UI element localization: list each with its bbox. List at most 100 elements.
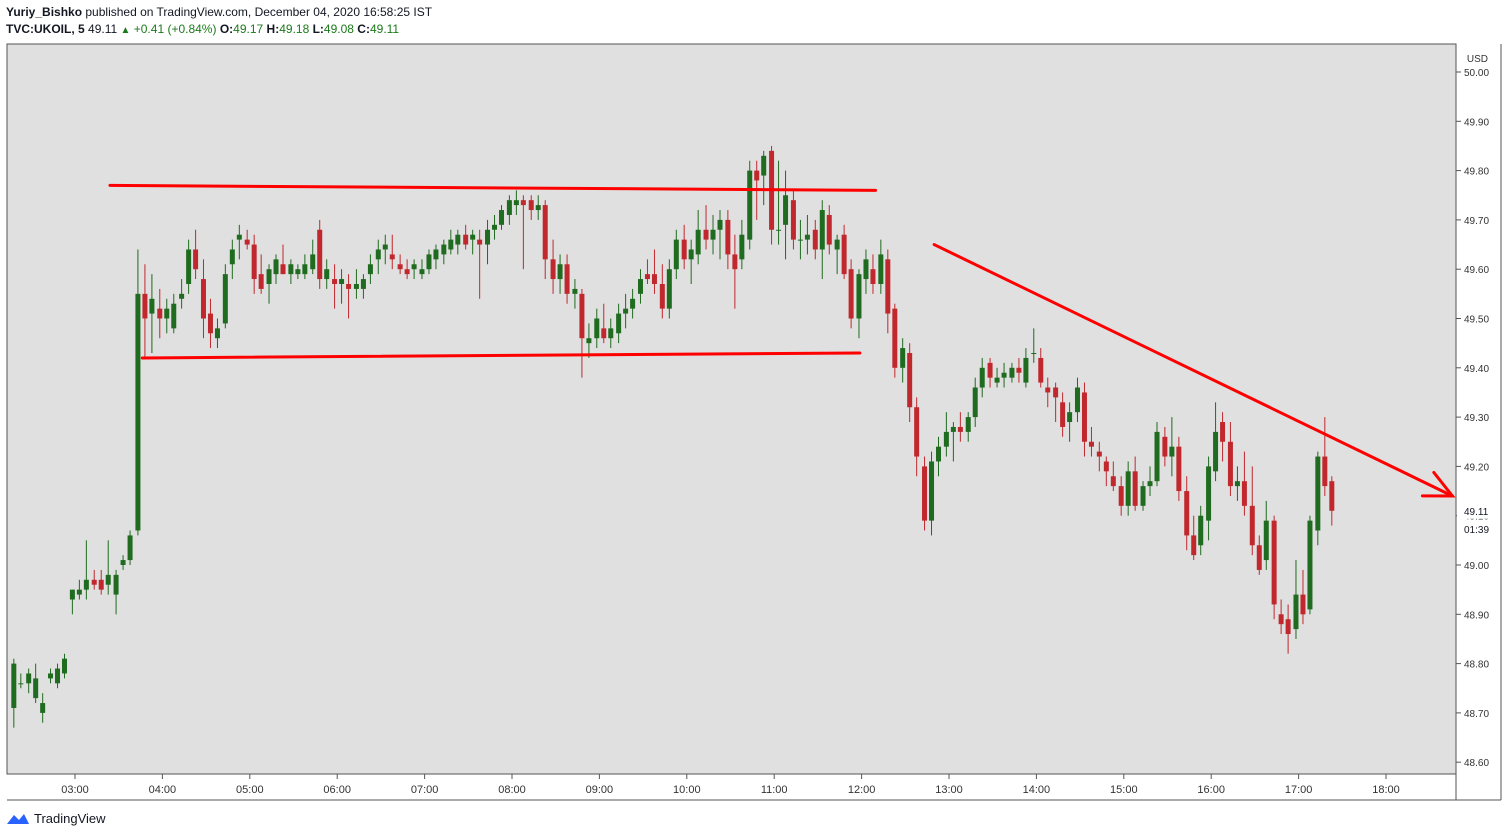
candle-down[interactable] [1256, 535, 1262, 575]
plot-area[interactable] [6, 43, 1457, 775]
candle-up[interactable] [113, 569, 119, 615]
candle-up[interactable] [623, 293, 629, 329]
candle-up[interactable] [747, 160, 753, 250]
candle-up[interactable] [900, 338, 906, 383]
candle-down[interactable] [914, 397, 920, 477]
candle-up[interactable] [1031, 328, 1037, 363]
candle-up[interactable] [1263, 500, 1269, 570]
candle-up[interactable] [1213, 402, 1219, 482]
candle-down[interactable] [520, 195, 526, 270]
candle-up[interactable] [55, 663, 61, 689]
candle-down[interactable] [1329, 476, 1335, 526]
candle-down[interactable] [1285, 604, 1291, 654]
candle-up[interactable] [1074, 377, 1080, 423]
candle-up[interactable] [83, 540, 89, 600]
candle-up[interactable] [433, 244, 439, 270]
candle-up[interactable] [856, 269, 862, 339]
candle-up[interactable] [149, 274, 155, 354]
candle-down[interactable] [1191, 515, 1197, 561]
candle-up[interactable] [586, 323, 592, 358]
candle-up[interactable] [382, 234, 388, 265]
candle-down[interactable] [725, 210, 731, 270]
candle-up[interactable] [339, 269, 345, 304]
tradingview-logo[interactable]: TradingView [6, 811, 106, 826]
candle-down[interactable] [280, 244, 286, 275]
candle-up[interactable] [360, 274, 366, 299]
candle-down[interactable] [1176, 436, 1182, 501]
candle-down[interactable] [1249, 466, 1255, 556]
candle-up[interactable] [513, 190, 519, 215]
candle-up[interactable] [506, 195, 512, 225]
candle-up[interactable] [1067, 402, 1073, 442]
candle-down[interactable] [98, 569, 104, 595]
candle-down[interactable] [1103, 456, 1109, 487]
candle-up[interactable] [1147, 466, 1153, 496]
candle-down[interactable] [207, 298, 213, 349]
candle-up[interactable] [426, 249, 432, 275]
candle-down[interactable] [258, 254, 264, 294]
candle-down[interactable] [1322, 417, 1328, 496]
candle-up[interactable] [557, 254, 563, 294]
candle-down[interactable] [404, 259, 410, 280]
candle-up[interactable] [310, 239, 316, 275]
candle-down[interactable] [812, 219, 818, 260]
candle-down[interactable] [1271, 515, 1277, 620]
candle-up[interactable] [302, 254, 308, 280]
candle-down[interactable] [907, 343, 913, 423]
candle-down[interactable] [826, 205, 832, 255]
candle-down[interactable] [1227, 422, 1233, 496]
candle-up[interactable] [972, 377, 978, 427]
candle-down[interactable] [397, 254, 403, 275]
candle-down[interactable] [1241, 451, 1247, 516]
candle-down[interactable] [200, 259, 206, 339]
candle-down[interactable] [389, 234, 395, 270]
candle-up[interactable] [572, 279, 578, 309]
candle-up[interactable] [367, 254, 373, 284]
candle-down[interactable] [1038, 348, 1044, 388]
candle-up[interactable] [1023, 348, 1029, 388]
candle-down[interactable] [848, 259, 854, 329]
candle-up[interactable] [637, 269, 643, 304]
candle-up[interactable] [33, 663, 39, 704]
candle-up[interactable] [535, 195, 541, 220]
candle-up[interactable] [40, 693, 46, 723]
candle-down[interactable] [651, 249, 657, 294]
candle-up[interactable] [819, 200, 825, 280]
candle-up[interactable] [717, 210, 723, 260]
candle-up[interactable] [1125, 461, 1131, 516]
support-line[interactable] [140, 351, 862, 360]
candle-down[interactable] [251, 234, 257, 294]
candle-up[interactable] [411, 259, 417, 280]
candle-up[interactable] [76, 579, 82, 600]
candle-down[interactable] [1060, 392, 1066, 437]
candle-up[interactable] [485, 219, 491, 265]
candle-up[interactable] [666, 259, 672, 319]
candle-up[interactable] [26, 668, 32, 694]
candle-up[interactable] [295, 264, 301, 280]
candle-down[interactable] [1162, 426, 1168, 467]
candle-down[interactable] [91, 569, 97, 590]
candle-up[interactable] [164, 298, 170, 334]
candle-up[interactable] [448, 229, 454, 255]
candle-down[interactable] [477, 229, 483, 299]
candle-down[interactable] [790, 190, 796, 250]
candle-down[interactable] [142, 264, 148, 358]
candle-up[interactable] [455, 229, 461, 255]
candle-down[interactable] [1088, 426, 1094, 457]
candle-down[interactable] [550, 239, 556, 294]
candle-down[interactable] [1118, 476, 1124, 516]
candle-up[interactable] [419, 259, 425, 280]
candle-down[interactable] [601, 303, 607, 344]
candle-up[interactable] [979, 357, 985, 398]
candle-up[interactable] [1293, 560, 1299, 639]
candle-up[interactable] [127, 530, 133, 565]
candle-down[interactable] [644, 259, 650, 284]
candle-up[interactable] [797, 219, 803, 260]
candle-up[interactable] [179, 279, 185, 309]
candle-down[interactable] [732, 234, 738, 309]
candle-up[interactable] [1140, 481, 1146, 511]
candle-up[interactable] [863, 249, 869, 294]
candle-down[interactable] [1184, 476, 1190, 551]
candle-up[interactable] [673, 229, 679, 280]
candle-down[interactable] [922, 456, 928, 531]
